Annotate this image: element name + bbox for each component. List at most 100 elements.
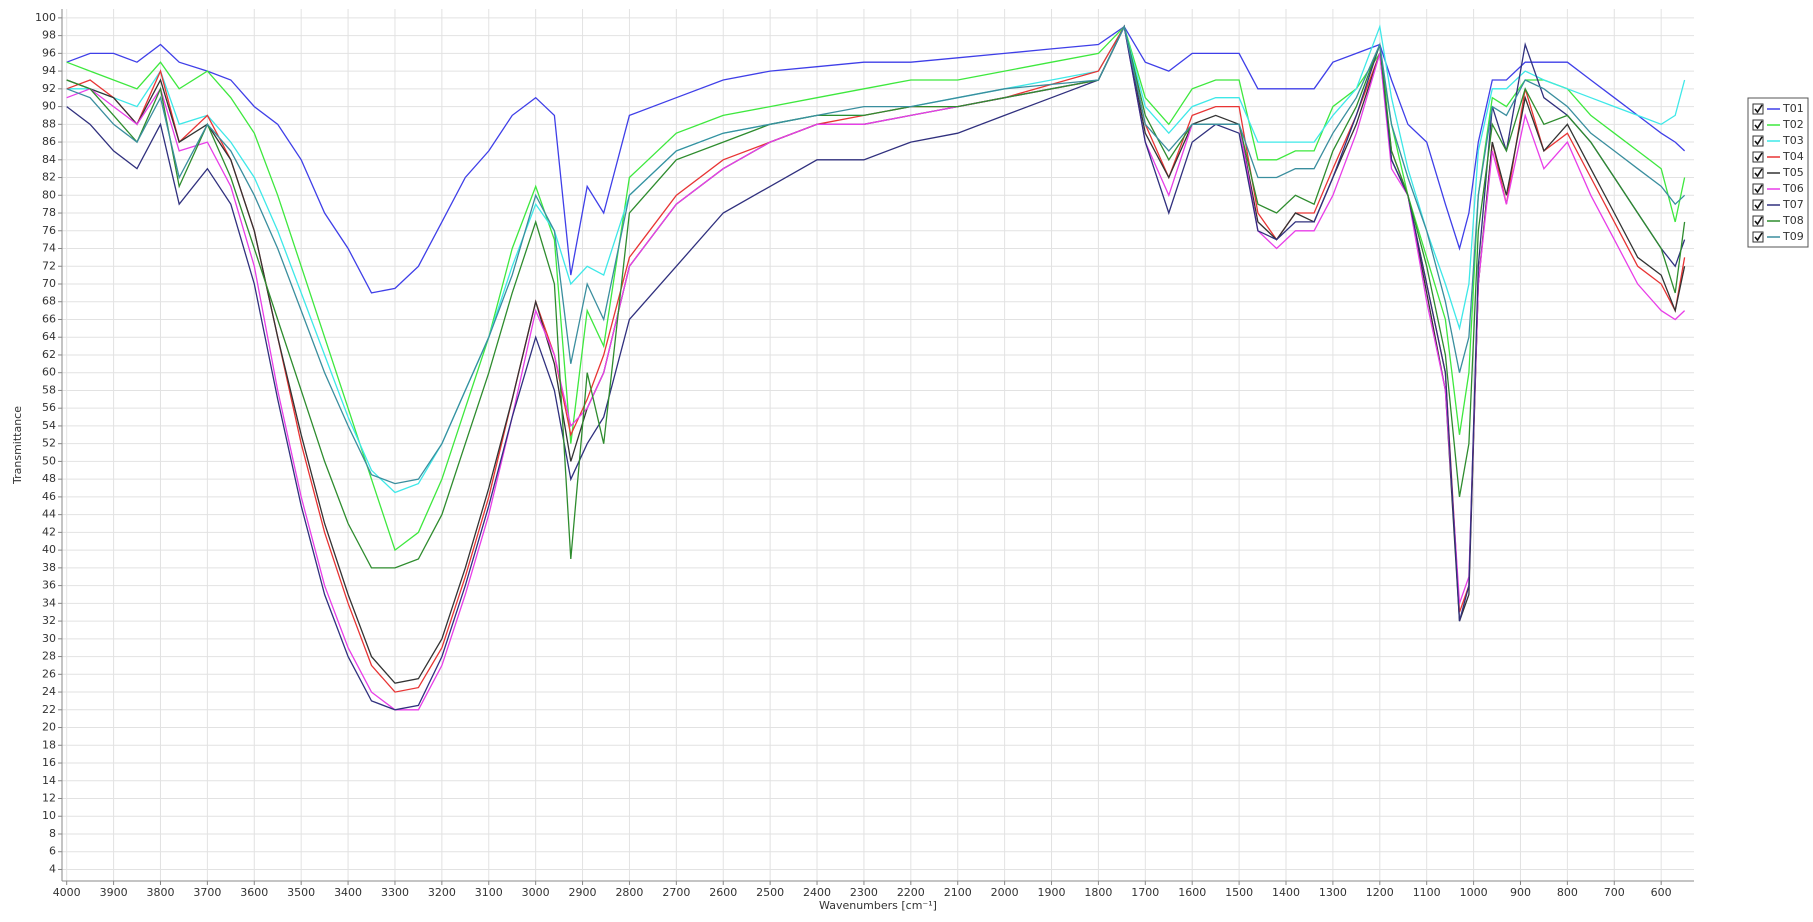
legend-label: T01	[1782, 102, 1804, 115]
y-tick-label: 24	[42, 685, 56, 698]
legend-checkbox[interactable]	[1752, 231, 1764, 243]
x-tick-label: 3900	[100, 886, 128, 899]
x-tick-label: 3000	[522, 886, 550, 899]
x-tick-label: 4000	[53, 886, 81, 899]
y-tick-label: 28	[42, 650, 56, 663]
legend-checkbox[interactable]	[1752, 103, 1764, 115]
legend-checkbox[interactable]	[1752, 215, 1764, 227]
x-tick-label: 1900	[1038, 886, 1066, 899]
x-tick-label: 2800	[615, 886, 643, 899]
y-tick-label: 60	[42, 366, 56, 379]
legend-check	[1754, 232, 1763, 242]
y-tick-label: 68	[42, 295, 56, 308]
legend-check	[1754, 184, 1763, 194]
x-tick-label: 2200	[897, 886, 925, 899]
legend-checkbox[interactable]	[1752, 199, 1764, 211]
y-tick-label: 52	[42, 437, 56, 450]
legend-checkbox[interactable]	[1752, 167, 1764, 179]
series-line	[66, 24, 1686, 569]
y-tick-label: 88	[42, 117, 56, 130]
x-tick-label: 1100	[1413, 886, 1441, 899]
x-tick-label: 2900	[569, 886, 597, 899]
series-line	[66, 24, 1686, 494]
y-tick-label: 42	[42, 525, 56, 538]
y-tick-label: 40	[42, 543, 56, 556]
x-tick-label: 1700	[1131, 886, 1159, 899]
y-tick-label: 56	[42, 401, 56, 414]
y-tick-label: 58	[42, 383, 56, 396]
x-tick-label: 3700	[193, 886, 221, 899]
x-tick-label: 700	[1604, 886, 1625, 899]
x-tick-label: 3800	[146, 886, 174, 899]
y-tick-label: 12	[42, 792, 56, 805]
legend-label: T03	[1782, 134, 1804, 147]
legend-checkbox[interactable]	[1752, 135, 1764, 147]
x-tick-label: 600	[1651, 886, 1672, 899]
legend-check	[1754, 120, 1763, 130]
x-tick-label: 3400	[334, 886, 362, 899]
y-tick-label: 22	[42, 703, 56, 716]
legend-check	[1754, 200, 1763, 210]
x-tick-label: 3200	[428, 886, 456, 899]
y-tick-label: 62	[42, 348, 56, 361]
x-tick-label: 3300	[381, 886, 409, 899]
series-line	[66, 24, 1686, 711]
x-tick-label: 3500	[287, 886, 315, 899]
legend-check	[1754, 104, 1763, 114]
y-axis-title: Transmittance	[11, 406, 24, 485]
y-tick-label: 78	[42, 206, 56, 219]
y-tick-label: 50	[42, 454, 56, 467]
legend-label: T07	[1782, 198, 1804, 211]
y-tick-label: 30	[42, 632, 56, 645]
legend-label: T08	[1782, 214, 1804, 227]
x-axis-title: Wavenumbers [cm⁻¹]	[819, 899, 937, 912]
y-tick-label: 4	[49, 862, 56, 875]
x-tick-label: 800	[1557, 886, 1578, 899]
y-tick-label: 84	[42, 153, 56, 166]
x-tick-label: 2400	[803, 886, 831, 899]
x-tick-label: 2700	[662, 886, 690, 899]
y-tick-label: 44	[42, 508, 56, 521]
series-line	[66, 24, 1686, 485]
x-tick-label: 2000	[991, 886, 1019, 899]
x-tick-label: 1800	[1084, 886, 1112, 899]
legend-label: T04	[1782, 150, 1804, 163]
y-tick-label: 20	[42, 721, 56, 734]
y-tick-label: 96	[42, 46, 56, 59]
legend-check	[1754, 152, 1763, 162]
y-tick-label: 94	[42, 64, 56, 77]
legend-checkbox[interactable]	[1752, 183, 1764, 195]
y-tick-label: 6	[49, 845, 56, 858]
y-tick-label: 26	[42, 667, 56, 680]
x-tick-label: 2300	[850, 886, 878, 899]
y-tick-label: 90	[42, 100, 56, 113]
y-tick-label: 38	[42, 561, 56, 574]
y-tick-label: 36	[42, 579, 56, 592]
y-tick-label: 70	[42, 277, 56, 290]
series-line	[66, 24, 1686, 711]
legend-checkbox[interactable]	[1752, 151, 1764, 163]
x-tick-label: 1600	[1178, 886, 1206, 899]
y-tick-label: 34	[42, 596, 56, 609]
legend-checkbox[interactable]	[1752, 119, 1764, 131]
legend-check	[1754, 216, 1763, 226]
x-tick-label: 900	[1510, 886, 1531, 899]
y-tick-label: 72	[42, 259, 56, 272]
y-tick-label: 98	[42, 29, 56, 42]
y-tick-label: 16	[42, 756, 56, 769]
y-tick-label: 10	[42, 809, 56, 822]
legend-label: T05	[1782, 166, 1804, 179]
y-tick-label: 86	[42, 135, 56, 148]
y-tick-label: 64	[42, 330, 56, 343]
legend-label: T06	[1782, 182, 1804, 195]
y-tick-label: 48	[42, 472, 56, 485]
y-tick-label: 82	[42, 171, 56, 184]
legend-check	[1754, 168, 1763, 178]
y-tick-label: 100	[35, 11, 56, 24]
y-tick-label: 76	[42, 224, 56, 237]
x-tick-label: 1400	[1272, 886, 1300, 899]
x-tick-label: 1200	[1366, 886, 1394, 899]
legend-label: T09	[1782, 230, 1804, 243]
